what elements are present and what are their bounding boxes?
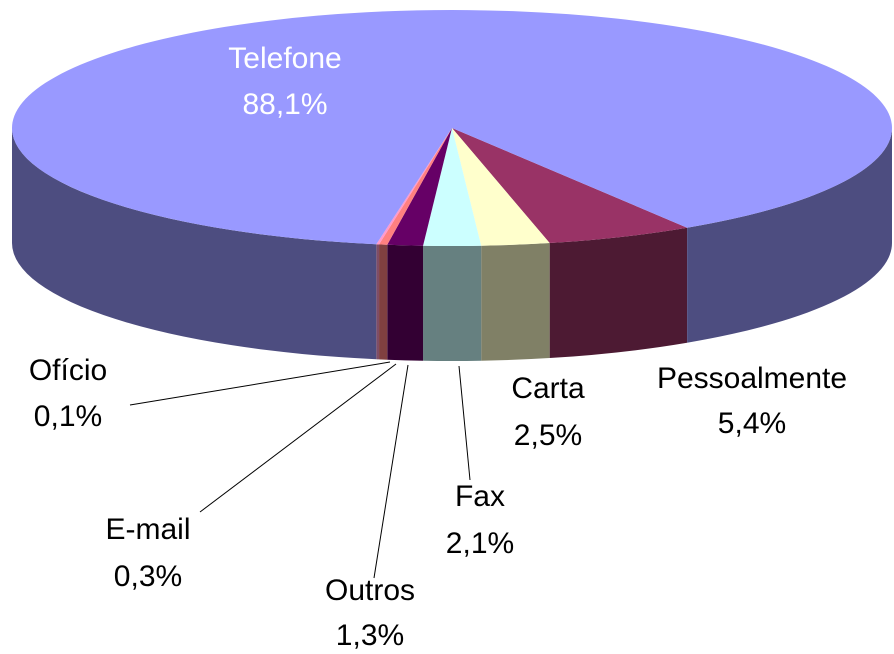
slice [387, 128, 452, 246]
slice-side [379, 244, 388, 360]
slice [452, 128, 688, 244]
slice [376, 128, 452, 245]
slice-side [12, 128, 377, 360]
slice-label: Carta [511, 372, 585, 405]
leader-line [199, 363, 397, 513]
slice-side [376, 244, 380, 360]
slice-label: Telefone [228, 42, 341, 75]
slice-label: Fax [455, 480, 505, 513]
slice-side [549, 227, 688, 359]
slice [379, 128, 452, 245]
slice-label: Outros [325, 574, 415, 607]
slice [452, 128, 550, 246]
slice-value: 88,1% [242, 88, 327, 121]
leader-line [458, 365, 471, 481]
slice-value: 0,1% [34, 400, 102, 433]
slice-side [481, 243, 550, 361]
slice-value: 2,5% [514, 419, 582, 452]
slice-label: Ofício [29, 354, 107, 387]
slice-side [387, 244, 424, 361]
slice [12, 9, 893, 245]
slice-value: 0,3% [114, 560, 182, 593]
slice-side [687, 128, 892, 343]
slice-side [423, 245, 482, 361]
slice-label: Pessoalmente [657, 362, 847, 395]
slice-label: E-mail [105, 513, 190, 546]
slice-value: 1,3% [336, 619, 404, 652]
leader-line [129, 361, 391, 406]
pie [12, 9, 893, 361]
slice-value: 2,1% [446, 527, 514, 560]
slice-value: 5,4% [718, 407, 786, 440]
slice [423, 128, 482, 246]
leader-line [373, 364, 409, 579]
